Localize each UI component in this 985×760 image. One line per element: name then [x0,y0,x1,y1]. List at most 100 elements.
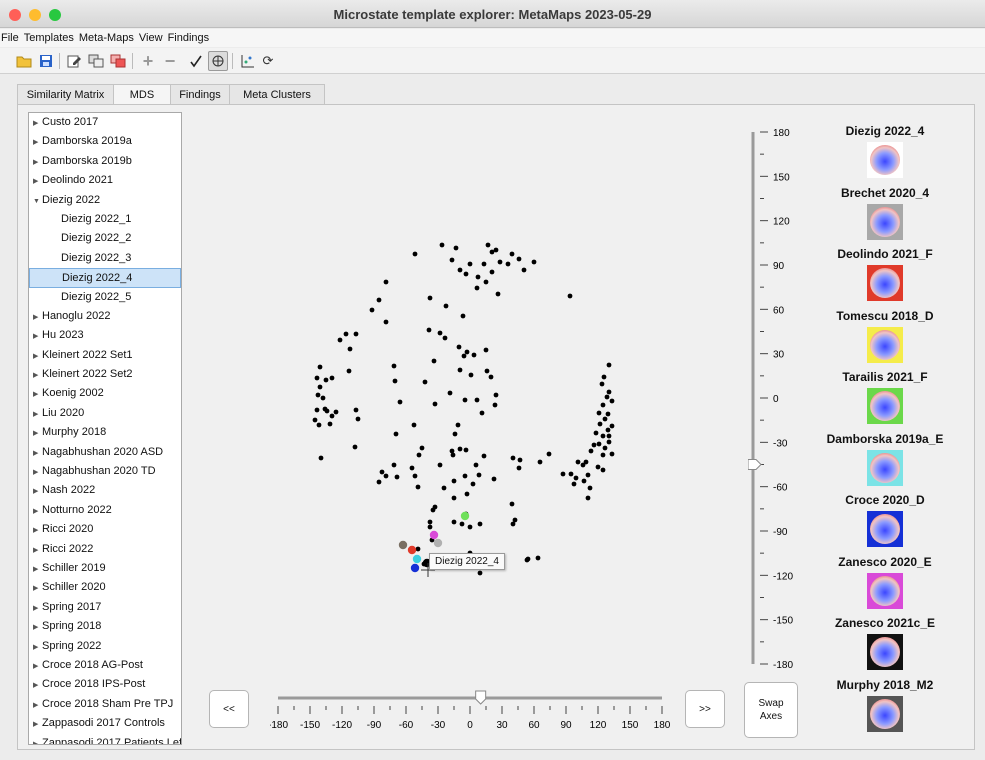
compare-icon[interactable] [86,51,106,71]
mds-point[interactable] [481,453,487,459]
tree-item[interactable]: ▶ Kleinert 2022 Set1 [29,346,181,365]
mds-point[interactable] [531,259,537,265]
mds-point[interactable] [376,479,382,485]
mds-point[interactable] [585,472,591,478]
disclosure-collapsed-icon[interactable]: ▶ [33,527,39,535]
mds-point[interactable] [412,251,418,257]
tree-child-item[interactable]: Diezig 2022_5 [29,288,181,307]
mds-point[interactable] [318,455,324,461]
mds-point[interactable] [394,474,400,480]
mds-point[interactable] [585,495,591,501]
mds-point[interactable] [314,407,320,413]
mds-point[interactable] [383,319,389,325]
meta-cluster-item[interactable]: Brechet 2020_4 [820,186,950,240]
mds-point[interactable] [315,392,321,398]
mds-highlight-point[interactable] [460,511,470,521]
mds-point[interactable] [489,269,495,275]
disclosure-collapsed-icon[interactable]: ▶ [33,430,39,438]
mds-point[interactable] [477,521,483,527]
mds-point[interactable] [353,407,359,413]
mds-point[interactable] [493,247,499,253]
tree-item[interactable]: ▶ Damborska 2019a [29,132,181,151]
mds-point[interactable] [391,363,397,369]
mds-point[interactable] [441,485,447,491]
tree-item[interactable]: ▶ Hanoglu 2022 [29,307,181,326]
mds-point[interactable] [337,337,343,343]
scatter-icon[interactable] [238,51,258,71]
mds-scatter-plot[interactable] [190,112,730,672]
menu-file[interactable]: File [1,32,19,44]
tree-child-item[interactable]: Diezig 2022_3 [29,249,181,268]
disclosure-collapsed-icon[interactable]: ▶ [33,624,39,632]
mds-point[interactable] [324,408,330,414]
mds-point[interactable] [596,410,602,416]
mds-point[interactable] [468,372,474,378]
mds-point[interactable] [457,446,463,452]
add-icon[interactable]: + [142,50,154,71]
mds-point[interactable] [451,519,457,525]
disclosure-collapsed-icon[interactable]: ▶ [33,507,39,515]
menu-templates[interactable]: Templates [23,32,74,44]
mds-point[interactable] [596,441,602,447]
disclosure-collapsed-icon[interactable]: ▶ [33,565,39,573]
check-icon[interactable] [186,51,206,71]
tree-item[interactable]: ▶ Croce 2018 Sham Pre TPJ [29,695,181,714]
mds-point[interactable] [317,364,323,370]
mds-point[interactable] [593,430,599,436]
mds-point[interactable] [609,451,615,457]
tab-findings[interactable]: Findings [170,84,230,105]
remove-icon[interactable]: − [164,50,176,71]
mds-point[interactable] [517,457,523,463]
minimize-window-button[interactable] [29,9,41,21]
mds-point[interactable] [457,367,463,373]
mds-point[interactable] [369,307,375,313]
mds-point[interactable] [376,297,382,303]
mds-point[interactable] [516,465,522,471]
mds-point[interactable] [524,557,530,563]
mds-point[interactable] [411,422,417,428]
disclosure-expanded-icon[interactable]: ▼ [33,197,40,205]
mds-point[interactable] [467,261,473,267]
mds-point[interactable] [591,442,597,448]
mds-point[interactable] [483,279,489,285]
mds-point[interactable] [383,279,389,285]
mds-highlight-point[interactable] [410,563,420,573]
mds-point[interactable] [391,462,397,468]
mds-point[interactable] [470,481,476,487]
mds-point[interactable] [484,368,490,374]
mds-point[interactable] [546,451,552,457]
mds-point[interactable] [605,427,611,433]
mds-point[interactable] [474,397,480,403]
tree-child-item[interactable]: Diezig 2022_2 [29,229,181,248]
mds-point[interactable] [456,344,462,350]
mds-point[interactable] [464,349,470,355]
previous-button[interactable]: << [209,690,249,728]
mds-highlight-point[interactable] [398,540,408,550]
mds-point[interactable] [430,507,436,513]
mds-point[interactable] [459,521,465,527]
disclosure-collapsed-icon[interactable]: ▶ [33,643,39,651]
tab-meta-clusters[interactable]: Meta Clusters [229,84,325,105]
mds-point[interactable] [606,389,612,395]
mds-point[interactable] [588,448,594,454]
mds-point[interactable] [488,374,494,380]
refresh-icon[interactable]: ⟳ [262,53,274,68]
mds-point[interactable] [415,484,421,490]
disclosure-collapsed-icon[interactable]: ▶ [33,488,39,496]
mds-highlight-point[interactable] [407,545,417,555]
mds-point[interactable] [352,444,358,450]
disclosure-collapsed-icon[interactable]: ▶ [33,352,39,360]
close-window-button[interactable] [9,9,21,21]
mds-point[interactable] [461,353,467,359]
mds-point[interactable] [516,256,522,262]
meta-cluster-item[interactable]: Tomescu 2018_D [820,309,950,363]
disclosure-collapsed-icon[interactable]: ▶ [33,139,39,147]
mds-point[interactable] [442,335,448,341]
tree-item[interactable]: ▶ Croce 2018 AG-Post [29,656,181,675]
disclosure-collapsed-icon[interactable]: ▶ [33,120,39,127]
swap-axes-button[interactable]: Swap Axes [744,682,798,738]
mds-point[interactable] [419,445,425,451]
mds-point[interactable] [483,347,489,353]
mds-point[interactable] [497,259,503,265]
mds-point[interactable] [489,249,495,255]
